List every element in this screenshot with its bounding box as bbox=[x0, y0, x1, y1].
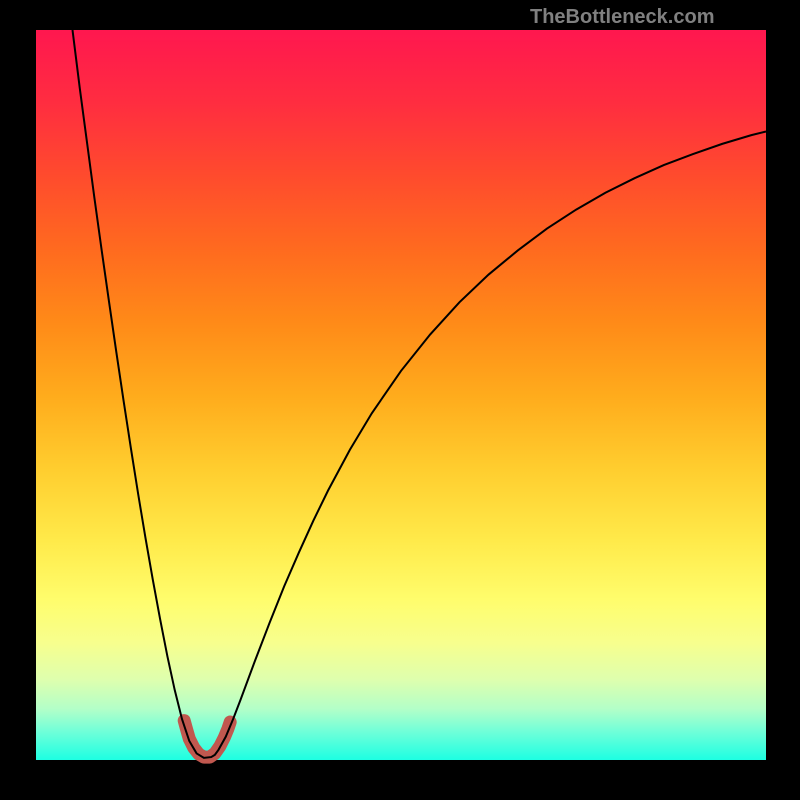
main-curve bbox=[73, 30, 767, 758]
bottom-marker bbox=[184, 721, 230, 758]
watermark-text: TheBottleneck.com bbox=[530, 6, 714, 29]
chart-container: TheBottleneck.com bbox=[0, 0, 800, 800]
chart-curve-layer bbox=[0, 0, 800, 800]
